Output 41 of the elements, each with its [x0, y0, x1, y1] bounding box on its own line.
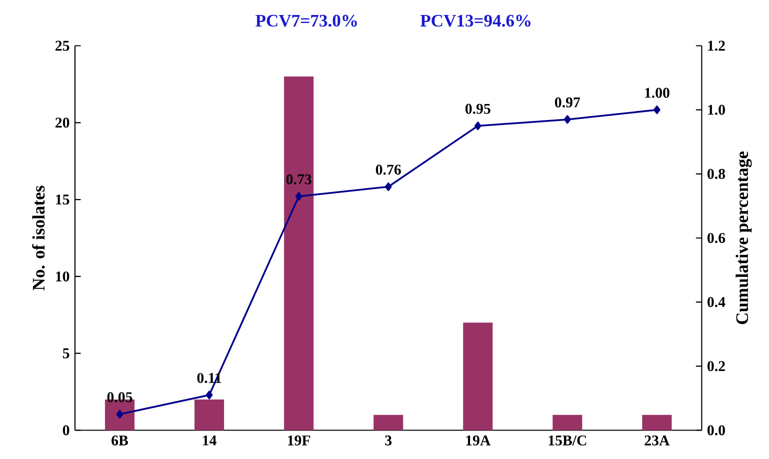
- x-tick-label: 14: [203, 435, 216, 446]
- y-tick-label: 5: [62, 348, 70, 358]
- bar: [194, 399, 224, 430]
- bar: [284, 76, 314, 430]
- bar: [463, 322, 493, 430]
- text: PCV7=73.0%: [256, 14, 357, 27]
- x-tick-label: 3: [385, 435, 392, 446]
- point: [654, 106, 660, 114]
- point: [295, 192, 302, 201]
- y2-tick-label: 1.0: [708, 104, 725, 115]
- bar: [552, 414, 582, 430]
- y-tick-label: 0: [62, 425, 70, 436]
- data-label: 0.95: [465, 104, 490, 114]
- bar: [374, 414, 404, 430]
- x-tick-label: 19F: [288, 435, 310, 446]
- text: PCV13=94.6%: [420, 14, 530, 27]
- x-tick-label: 19A: [466, 435, 491, 446]
- y-tick-label: 25: [56, 40, 70, 51]
- data-label: 0.73: [286, 174, 312, 184]
- y2-tick-label: 1.2: [708, 40, 725, 51]
- data-label: 0.97: [554, 97, 580, 108]
- y2-tick-label: 0.2: [708, 361, 725, 372]
- y2-tick-label: 0.8: [708, 168, 726, 179]
- y2-tick-label: 0.4: [708, 297, 726, 308]
- x-tick-label: 6B: [112, 435, 128, 446]
- y-tick-label: 10: [56, 271, 70, 282]
- point: [564, 115, 571, 124]
- y2-tick-label: 0.0: [708, 425, 725, 436]
- point: [474, 122, 482, 130]
- x-tick-label: 15B/C: [548, 435, 586, 446]
- y-tick-label: 20: [56, 118, 70, 128]
- y-tick-label: 15: [56, 194, 70, 204]
- data-label: 1.00: [645, 88, 670, 98]
- point: [206, 390, 213, 400]
- y2-axis-title: Cumulative percentage: [736, 151, 752, 324]
- data-label: 0.76: [376, 164, 401, 175]
- y2-tick-label: 0.6: [708, 232, 726, 244]
- y-axis-title: No. of isolates: [32, 186, 45, 290]
- point: [384, 182, 392, 191]
- x-tick-label: 23A: [644, 435, 670, 446]
- bar: [642, 414, 672, 430]
